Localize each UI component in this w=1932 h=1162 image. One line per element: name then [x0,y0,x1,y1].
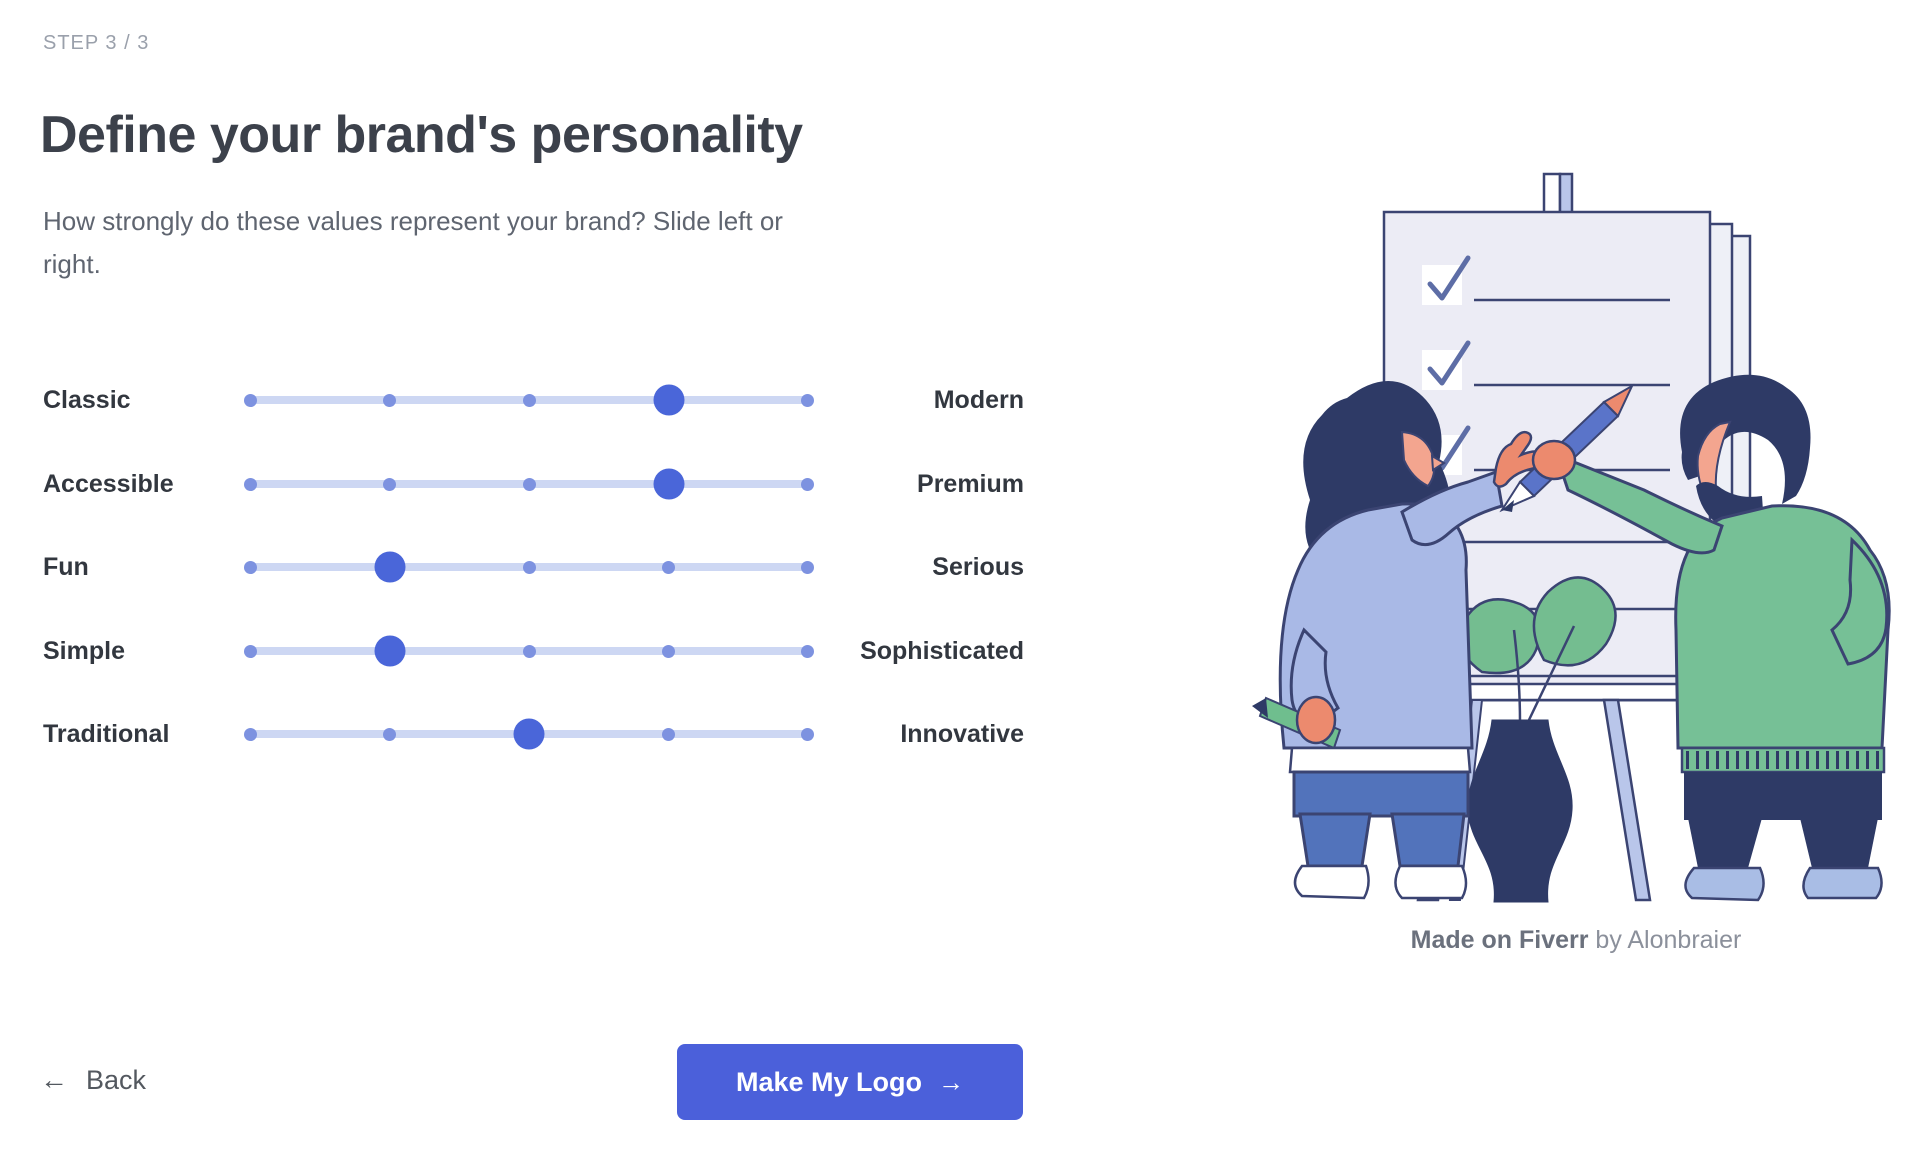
slider-handle[interactable] [374,635,405,667]
slider-dot[interactable] [383,727,397,741]
man-figure [1499,374,1891,902]
slider-handle[interactable] [513,718,545,750]
slider-dot[interactable] [801,477,814,491]
slider-dot[interactable] [244,393,257,407]
slider-track[interactable] [244,380,814,420]
slider-track[interactable] [244,547,814,587]
slider-left-label: Accessible [43,469,174,498]
back-label: Back [86,1064,147,1095]
slider-row: Traditional Innovative [43,714,1024,754]
slider-dots [244,380,814,420]
slider-left-label: Traditional [43,719,170,748]
woman-figure [1252,380,1544,900]
illustration-caption: Made on Fiverr by Alonbraier [1252,926,1900,955]
caption-bold-text: Made on Fiverr [1410,926,1589,954]
slider-dot[interactable] [383,393,397,407]
slider-row: Fun Serious [43,547,1024,587]
brand-illustration [1252,172,1891,903]
slider-dot[interactable] [522,644,536,658]
slider-right-label: Premium [917,469,1024,498]
slider-dot[interactable] [244,477,257,491]
slider-row: Classic Modern [43,380,1024,420]
slider-row: Simple Sophisticated [43,631,1024,671]
slider-dot[interactable] [522,393,536,407]
arrow-right-icon: → [938,1066,965,1097]
slider-dot[interactable] [661,560,675,574]
slider-row: Accessible Premium [43,464,1024,504]
slider-dot[interactable] [661,727,675,741]
slider-dots [244,547,814,587]
slider-left-label: Fun [43,552,89,581]
slider-dot[interactable] [244,727,257,741]
page-subtitle: How strongly do these values represent y… [43,206,783,279]
slider-handle[interactable] [374,551,405,583]
slider-handle[interactable] [653,384,684,416]
slider-track[interactable] [244,714,814,754]
slider-handle[interactable] [653,468,684,500]
slider-dots [244,631,814,671]
page-title: Define your brand's personality [40,106,803,164]
slider-dot[interactable] [801,393,814,407]
cta-label: Make My Logo [735,1066,923,1097]
personality-sliders: Classic Modern Accessible Premium Fun [43,0,1024,800]
slider-dot[interactable] [244,560,257,574]
slider-right-label: Innovative [900,719,1024,748]
slider-left-label: Classic [43,385,131,414]
caption-byline: by Alonbraier [1588,926,1742,954]
slider-dot[interactable] [801,644,814,658]
slider-dot[interactable] [661,644,675,658]
plant [1458,576,1617,903]
step-indicator: STEP 3 / 3 [43,32,150,54]
slider-left-label: Simple [43,636,125,665]
slider-right-label: Sophisticated [860,636,1024,665]
back-arrow-icon: ← [40,1064,68,1095]
slider-track[interactable] [244,631,814,671]
slider-dot[interactable] [383,477,397,491]
slider-dot[interactable] [801,727,814,741]
slider-track[interactable] [244,464,814,504]
slider-dot[interactable] [244,644,257,658]
slider-right-label: Modern [933,385,1024,414]
back-button[interactable]: ← Back [40,1056,146,1104]
slider-right-label: Serious [932,552,1024,581]
slider-dot[interactable] [522,560,536,574]
slider-dot[interactable] [522,477,536,491]
make-my-logo-button[interactable]: Make My Logo → [677,1044,1023,1120]
easel-peg [1542,172,1574,220]
slider-dot[interactable] [801,560,814,574]
slider-dots [244,464,814,504]
